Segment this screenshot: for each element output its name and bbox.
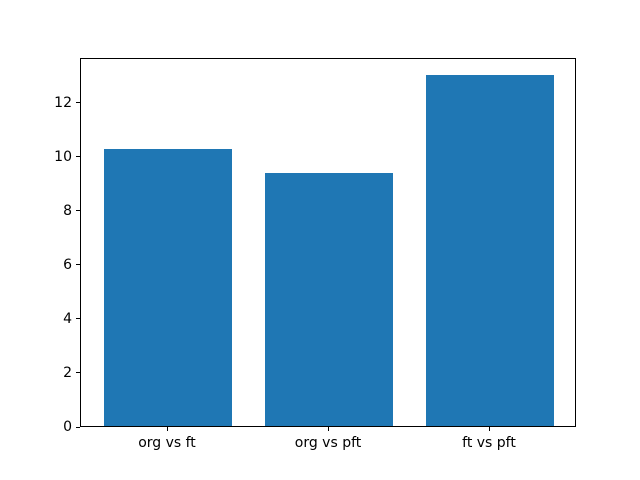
y-tick-label-12: 12: [54, 94, 72, 111]
y-tick-mark-0: [76, 426, 80, 428]
y-tick-mark-12: [76, 102, 80, 104]
x-tick-label-ft-vs-pft: ft vs pft: [462, 435, 516, 451]
x-tick-mark-ft-vs-pft: [488, 427, 490, 431]
bar-ft-vs-pft: [425, 74, 555, 426]
y-tick-mark-2: [76, 372, 80, 374]
x-tick-label-org-vs-ft: org vs ft: [138, 435, 196, 451]
y-tick-label-2: 2: [63, 364, 72, 381]
bar-org-vs-pft: [264, 173, 394, 426]
y-tick-label-10: 10: [54, 148, 72, 165]
x-tick-label-org-vs-pft: org vs pft: [294, 435, 362, 451]
y-tick-label-6: 6: [63, 256, 72, 273]
y-tick-mark-4: [76, 318, 80, 320]
y-tick-mark-10: [76, 156, 80, 158]
x-tick-mark-org-vs-ft: [166, 427, 168, 431]
y-tick-mark-6: [76, 264, 80, 266]
y-tick-label-8: 8: [63, 202, 72, 219]
y-tick-label-4: 4: [63, 310, 72, 327]
y-tick-mark-8: [76, 210, 80, 212]
x-tick-mark-org-vs-pft: [327, 427, 329, 431]
y-tick-label-0: 0: [63, 419, 72, 435]
plot-area: [80, 58, 576, 427]
bar-org-vs-ft: [103, 149, 233, 426]
